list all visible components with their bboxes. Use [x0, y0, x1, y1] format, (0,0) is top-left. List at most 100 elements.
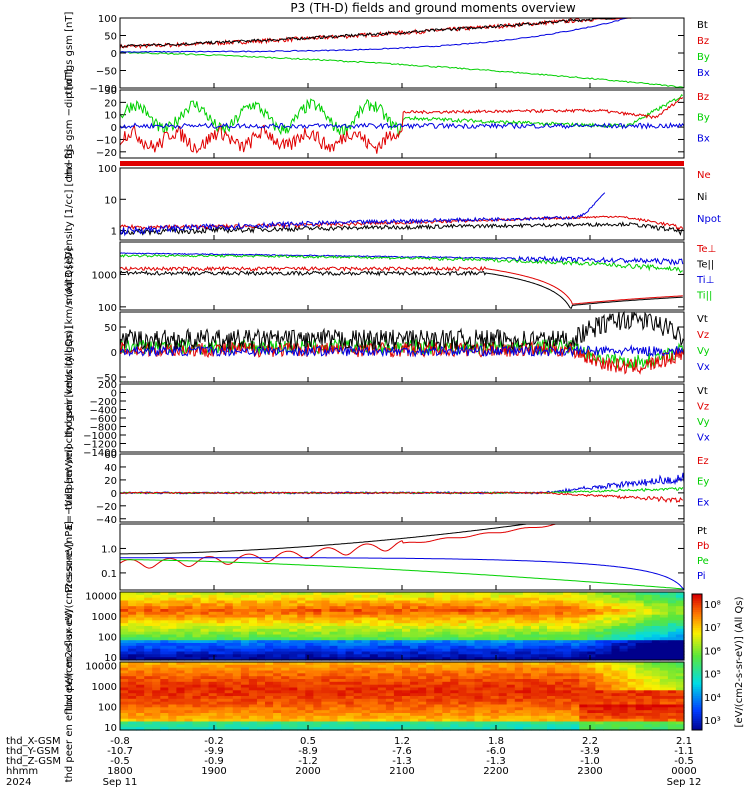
xaxis-value: 1900 [201, 766, 226, 777]
spectro-cell [595, 679, 605, 683]
spectro-cell [587, 592, 596, 596]
spectro-cell [643, 667, 653, 672]
spectro-cell [120, 670, 129, 674]
spectro-cell [603, 603, 613, 607]
spectro-cell [418, 696, 427, 700]
spectro-cell [458, 701, 468, 706]
spectro-cell [393, 597, 403, 602]
spectro-cell [208, 648, 218, 653]
spectro-cell [353, 654, 363, 658]
spectro-cell [547, 681, 556, 686]
spectro-cell [522, 679, 532, 683]
spectro-cell [434, 721, 443, 725]
spectro-cell [555, 710, 564, 714]
spectro-cell [498, 623, 508, 627]
spectro-cell [563, 634, 572, 638]
spectro-cell [563, 676, 572, 680]
spectro-cell [651, 654, 661, 658]
spectro-cell [627, 597, 637, 602]
spectro-cell [313, 609, 323, 613]
spectro-cell [128, 594, 137, 599]
spectro-cell [482, 681, 492, 686]
spectro-cell [385, 617, 395, 621]
spectro-cell [627, 620, 637, 624]
spectro-cell [232, 676, 242, 680]
spectro-cell [498, 727, 508, 731]
spectro-cell [450, 718, 459, 723]
spectro-cell [313, 597, 323, 602]
spectro-cell [240, 611, 250, 616]
spectro-cell [265, 637, 274, 641]
colorbar-swatch [692, 657, 702, 661]
spectro-cell [450, 600, 459, 604]
spectro-cell [385, 724, 395, 728]
spectro-cell [603, 631, 613, 636]
spectro-cell [587, 634, 596, 638]
spectro-cell [563, 597, 572, 602]
spectro-cell [192, 626, 202, 630]
spectro-cell [506, 634, 516, 638]
spectro-cell [273, 640, 282, 644]
spectro-cell [281, 617, 290, 621]
spectro-cell [120, 718, 129, 723]
spectro-cell [514, 654, 524, 658]
spectro-cell [200, 631, 210, 636]
spectro-cell [667, 673, 677, 677]
spectro-cell [176, 617, 186, 621]
legend-Vz: Vz [697, 330, 709, 341]
spectro-cell [192, 664, 202, 669]
spectro-cell [305, 721, 314, 725]
spectro-cell [474, 713, 484, 717]
spectro-cell [410, 606, 419, 610]
spectro-cell [313, 631, 323, 636]
spectro-cell [595, 662, 605, 666]
spectro-cell [289, 614, 298, 619]
spectro-cell [434, 693, 443, 697]
spectro-cell [563, 673, 572, 677]
spectro-cell [120, 603, 129, 607]
colorbar-swatch [692, 720, 702, 724]
spectro-cell [385, 640, 395, 644]
spectro-cell [667, 704, 677, 708]
spectro-cell [635, 614, 645, 619]
spectro-cell [321, 679, 331, 683]
spectro-cell [393, 687, 403, 691]
spectro-cell [257, 654, 266, 658]
spectro-cell [458, 611, 468, 616]
spectro-cell [168, 724, 177, 728]
xaxis-value: -1.2 [298, 756, 318, 767]
spectro-cell [208, 631, 218, 636]
spectro-cell [450, 626, 459, 630]
spectro-cell [160, 698, 169, 703]
spectro-cell [152, 623, 161, 627]
spectro-cell [474, 715, 484, 720]
spectro-cell [313, 603, 323, 607]
spectro-cell [136, 628, 145, 633]
spectro-cell [619, 628, 629, 633]
spectro-cell [619, 698, 629, 703]
spectro-cell [555, 679, 564, 683]
spectro-cell [490, 645, 500, 650]
spectro-cell [627, 727, 637, 731]
spectro-cell [273, 707, 282, 711]
spectro-cell [329, 679, 339, 683]
spectro-cell [152, 657, 161, 661]
spectro-cell [136, 600, 145, 604]
spectro-cell [152, 718, 161, 723]
spectro-cell [184, 654, 194, 658]
spectro-cell [168, 721, 177, 725]
spectro-cell [635, 664, 645, 669]
spectro-cell [474, 693, 484, 697]
spectro-cell [522, 606, 532, 610]
spectro-cell [611, 640, 621, 644]
spectro-cell [128, 643, 137, 647]
spectro-cell [402, 648, 411, 653]
spectro-cell [418, 721, 427, 725]
spectro-cell [136, 657, 145, 661]
spectro-cell [490, 634, 500, 638]
spectro-cell [563, 681, 572, 686]
spectro-cell [313, 594, 323, 599]
spectro-cell [595, 603, 605, 607]
spectro-cell [305, 620, 314, 624]
ytick-label: 200 [98, 380, 117, 391]
